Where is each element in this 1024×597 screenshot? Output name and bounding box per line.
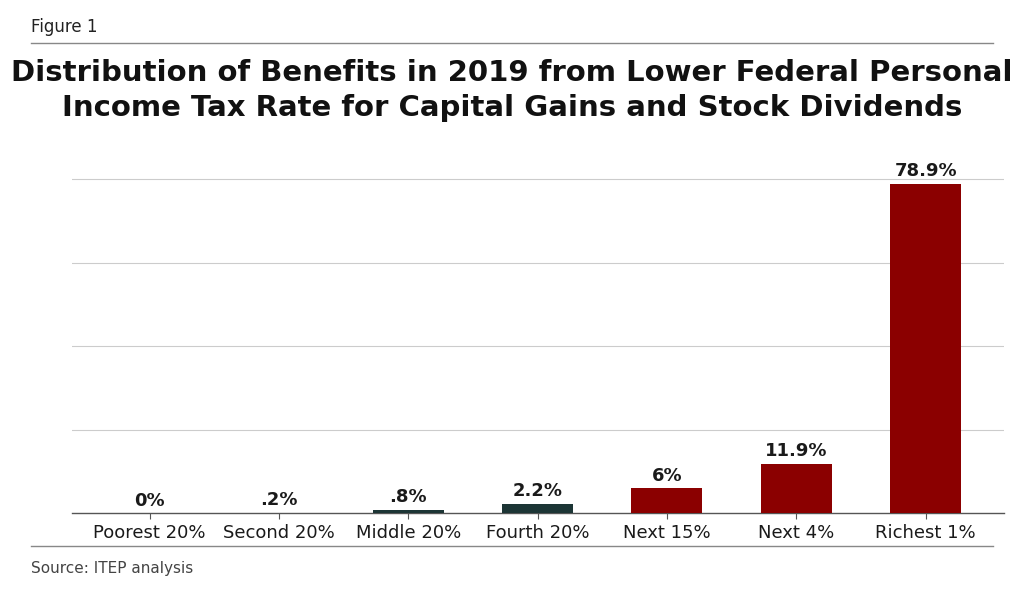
Text: 11.9%: 11.9% — [765, 442, 827, 460]
Text: 78.9%: 78.9% — [894, 162, 956, 180]
Text: Figure 1: Figure 1 — [31, 18, 97, 36]
Bar — [761, 464, 831, 513]
Text: 2.2%: 2.2% — [513, 482, 562, 500]
Text: Distribution of Benefits in 2019 from Lower Federal Personal
Income Tax Rate for: Distribution of Benefits in 2019 from Lo… — [11, 59, 1013, 122]
Bar — [502, 504, 573, 513]
Text: 6%: 6% — [651, 467, 682, 485]
Text: 0%: 0% — [134, 492, 165, 510]
Text: Source: ITEP analysis: Source: ITEP analysis — [31, 561, 193, 576]
Text: .8%: .8% — [389, 488, 427, 506]
Bar — [373, 510, 443, 513]
Text: .2%: .2% — [260, 491, 298, 509]
Bar — [632, 488, 702, 513]
Bar — [890, 184, 962, 513]
